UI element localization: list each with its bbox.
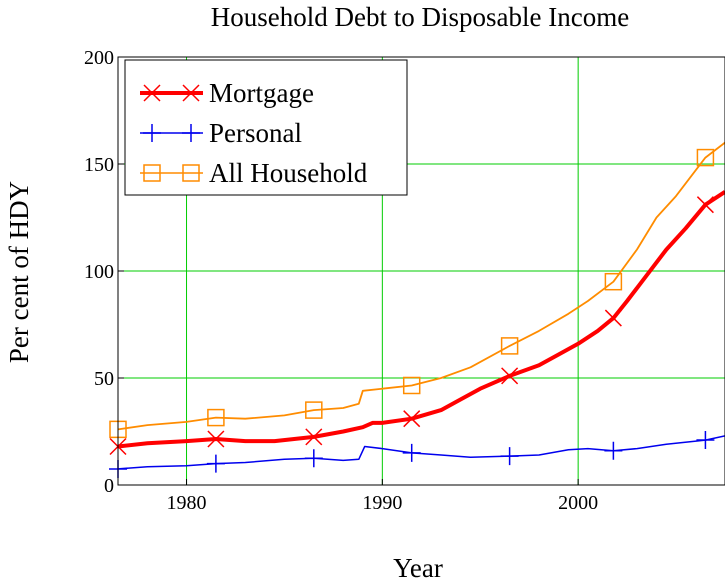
personal-marker: [402, 443, 421, 462]
legend-marker-mortgage: [182, 84, 200, 102]
plot-area: 1980 1990 2000 0 50 100 150 200 Mortgage Personal…: [84, 47, 725, 514]
x-axis-label: Year: [393, 553, 443, 583]
all-household-marker: [305, 401, 323, 419]
y-tick-label: 0: [104, 475, 114, 497]
all-household-marker: [402, 376, 421, 395]
legend-marker-mortgage: [143, 84, 161, 102]
mortgage-series-line: [117, 190, 725, 449]
legend-label-personal: Personal: [209, 118, 302, 148]
y-tick-label: 50: [94, 368, 114, 390]
all-household-series-line: [117, 141, 725, 431]
legend-label-mortgage: Mortgage: [209, 78, 314, 108]
all-household-marker: [696, 148, 715, 167]
personal-marker: [304, 449, 323, 468]
chart-title: Household Debt to Disposable Income: [211, 2, 629, 32]
all-household-marker: [604, 272, 623, 291]
mortgage-marker: [207, 430, 225, 448]
x-tick-label: 1990: [362, 492, 402, 514]
all-household-marker: [500, 337, 519, 355]
mortgage-marker: [604, 309, 622, 327]
legend-marker-all-household: [182, 164, 200, 182]
mortgage-marker: [403, 410, 421, 428]
personal-marker: [206, 454, 225, 473]
personal-marker: [696, 431, 715, 450]
y-tick-label: 150: [84, 154, 114, 176]
legend-marker-personal: [143, 124, 161, 142]
y-axis-label: Per cent of HDY: [4, 181, 34, 363]
mortgage-marker: [501, 367, 519, 385]
x-tick-label: 2000: [558, 492, 598, 514]
mortgage-marker: [305, 428, 323, 446]
y-tick-label: 200: [84, 47, 114, 69]
all-household-marker: [207, 408, 225, 427]
legend-label-all-household: All Household: [209, 158, 368, 188]
mortgage-marker: [696, 196, 714, 214]
plot-frame: [117, 56, 725, 486]
x-tick-label: 1980: [167, 492, 207, 514]
legend-marker-all-household: [143, 164, 161, 182]
personal-marker: [604, 441, 623, 460]
y-tick-label: 100: [84, 261, 114, 283]
legend-marker-personal: [182, 124, 200, 142]
personal-marker: [500, 447, 519, 466]
